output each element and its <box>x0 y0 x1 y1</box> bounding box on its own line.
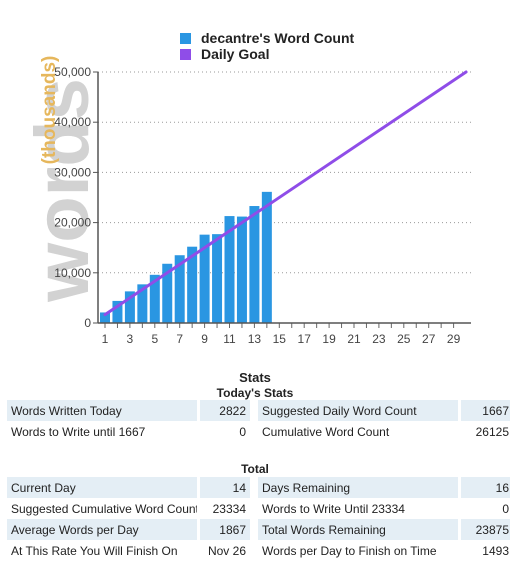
todays-stats-title: Today's Stats <box>216 386 294 400</box>
legend-label: decantre's Word Count <box>201 30 355 46</box>
legend-label: Daily Goal <box>201 46 270 62</box>
stat-value: 14 <box>200 477 250 498</box>
stat-label: At This Rate You Will Finish On <box>11 543 178 558</box>
x-tick-label: 3 <box>127 332 134 346</box>
stat-label: Words to Write until 1667 <box>11 424 146 439</box>
stat-value: 1867 <box>200 519 250 540</box>
table-row: Average Words per Day 1867 Total Words R… <box>7 519 510 540</box>
bar <box>261 191 272 323</box>
table-row: Suggested Cumulative Word Count 23334 Wo… <box>7 498 510 519</box>
stat-label: Days Remaining <box>258 477 458 498</box>
bar <box>124 291 135 323</box>
x-tick-label: 27 <box>422 332 436 346</box>
todays-stats-table: Words Written Today 2822 Suggested Daily… <box>4 400 510 442</box>
word-count-chart: words (thousands) 0 10,000 20,000 30,000 40,… <box>20 56 471 346</box>
y-tick-label: 10,000 <box>54 266 91 280</box>
bar <box>149 274 160 323</box>
x-tick-label: 23 <box>372 332 386 346</box>
bar <box>100 312 110 323</box>
table-row: Current Day 14 Days Remaining 16 <box>7 477 510 498</box>
y-tick-label: 0 <box>84 316 91 330</box>
total-title: Total <box>241 462 269 476</box>
x-tick-label: 15 <box>273 332 287 346</box>
bar <box>162 263 173 323</box>
table-row: At This Rate You Will Finish On Nov 26 W… <box>7 540 510 561</box>
bar-series <box>100 191 272 323</box>
stat-label: Suggested Cumulative Word Count <box>11 501 197 516</box>
y-tick-label: 40,000 <box>54 115 91 129</box>
x-tick-label: 5 <box>151 332 158 346</box>
stat-label: Cumulative Word Count <box>262 424 390 439</box>
stat-value: 2822 <box>200 400 250 421</box>
stat-label: Total Words Remaining <box>258 519 458 540</box>
y-axis-big-label: words <box>20 78 105 303</box>
stat-label: Words Written Today <box>7 400 197 421</box>
stat-label: Words per Day to Finish on Time <box>262 543 437 558</box>
x-tick-label: 19 <box>322 332 336 346</box>
x-tick-label: 9 <box>201 332 208 346</box>
stat-label: Words to Write Until 23334 <box>262 501 405 516</box>
stat-value: 23334 <box>212 501 246 516</box>
bar <box>249 206 260 323</box>
y-axis-ticks: 0 10,000 20,000 30,000 40,000 50,000 <box>54 65 98 330</box>
bar <box>199 234 210 323</box>
total-stats-table: Current Day 14 Days Remaining 16 Suggest… <box>4 477 510 561</box>
table-row: Words Written Today 2822 Suggested Daily… <box>7 400 510 421</box>
stat-value: 26125 <box>475 424 509 439</box>
stat-value: 16 <box>461 477 510 498</box>
stat-label: Suggested Daily Word Count <box>258 400 458 421</box>
x-tick-label: 17 <box>298 332 312 346</box>
bar <box>137 284 148 323</box>
x-tick-label: 21 <box>347 332 361 346</box>
legend-item-daily-goal: Daily Goal <box>180 46 354 62</box>
chart-legend: decantre's Word Count Daily Goal <box>180 30 354 62</box>
y-axis-small-label: (thousands) <box>39 56 60 165</box>
bar <box>112 300 123 323</box>
x-tick-label: 11 <box>223 332 236 346</box>
y-tick-label: 20,000 <box>54 216 91 230</box>
grid-lines <box>98 71 471 274</box>
bar <box>224 216 235 323</box>
stats-title: Stats <box>239 370 271 385</box>
stat-value: 0 <box>239 424 246 439</box>
stat-label: Current Day <box>7 477 197 498</box>
legend-item-word-count: decantre's Word Count <box>180 30 354 46</box>
bar <box>212 234 223 323</box>
daily-goal-line <box>103 70 468 317</box>
y-tick-label: 30,000 <box>54 165 91 179</box>
legend-swatch <box>180 32 191 44</box>
bar <box>187 246 198 323</box>
x-tick-label: 13 <box>248 332 262 346</box>
stat-value: 0 <box>502 501 509 516</box>
table-row: Words to Write until 1667 0 Cumulative W… <box>7 421 510 442</box>
stat-value: Nov 26 <box>207 543 246 558</box>
x-tick-label: 1 <box>102 332 109 346</box>
stat-value: 1493 <box>482 543 509 558</box>
y-tick-label: 50,000 <box>54 65 91 79</box>
x-tick-label: 25 <box>397 332 411 346</box>
x-tick-label: 29 <box>447 332 461 346</box>
x-tick-label: 7 <box>176 332 183 346</box>
stat-value: 23875 <box>461 519 510 540</box>
legend-swatch <box>180 48 191 60</box>
bar <box>236 216 247 323</box>
stat-value: 1667 <box>461 400 510 421</box>
bar <box>174 255 185 323</box>
stat-label: Average Words per Day <box>7 519 197 540</box>
x-axis-ticks: 1 3 5 7 9 11 13 15 17 19 21 23 25 27 29 <box>102 323 461 346</box>
